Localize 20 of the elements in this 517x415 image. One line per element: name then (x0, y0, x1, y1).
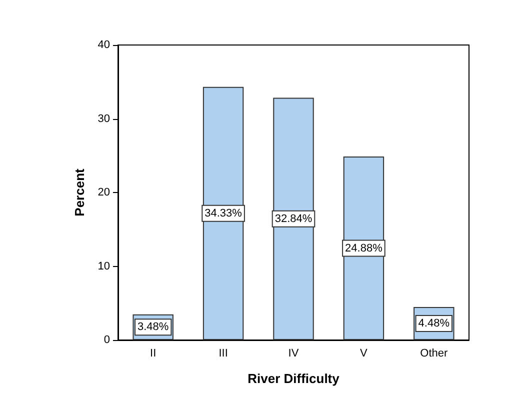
y-tick-label: 20 (98, 186, 110, 198)
y-tick-label: 30 (98, 112, 110, 125)
data-label: 34.33% (204, 207, 242, 220)
x-tick-label: Other (420, 348, 448, 360)
x-tick-label: IV (288, 348, 300, 360)
data-label: 3.48% (138, 321, 169, 334)
data-label: 32.84% (274, 212, 312, 225)
bar (343, 156, 384, 340)
data-label: 24.88% (345, 242, 383, 254)
y-tick-label: 0 (104, 334, 110, 346)
x-tick-label: V (360, 348, 368, 360)
x-tick-label: II (150, 348, 156, 360)
x-axis-title: River Difficulty (248, 371, 340, 386)
y-axis-title: Percent (72, 168, 87, 216)
y-tick-label: 40 (98, 39, 110, 51)
y-tick-label: 10 (98, 260, 110, 272)
bar (202, 86, 244, 340)
data-label: 4.48% (418, 317, 450, 330)
x-tick-label: III (218, 348, 228, 360)
bar (273, 98, 314, 340)
